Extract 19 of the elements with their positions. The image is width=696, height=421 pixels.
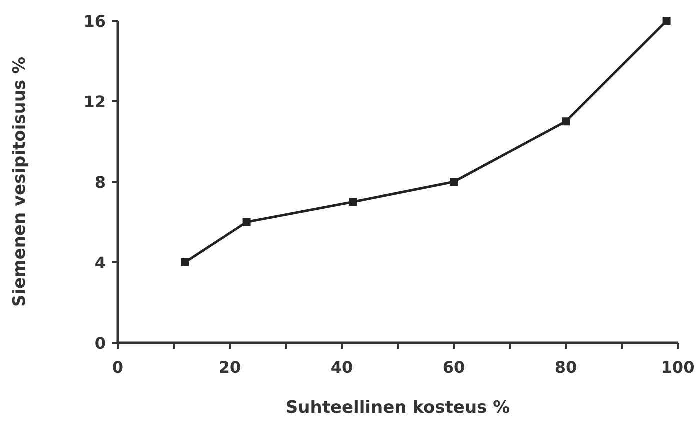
point [349, 198, 358, 206]
x-tick-label: 100 [661, 358, 695, 377]
y-tick-label: 4 [94, 254, 106, 272]
point [450, 178, 458, 186]
x-axis-title: Suhteellinen kosteus % [286, 398, 510, 418]
x-tick-label: 0 [112, 358, 124, 377]
point [562, 118, 570, 126]
point [242, 218, 251, 226]
x-tick-label: 80 [554, 358, 578, 377]
y-axis-title: Siemenen vesipitoisuus % [10, 56, 30, 308]
x-tick-label: 20 [218, 358, 242, 377]
point [662, 17, 671, 25]
point [181, 258, 190, 266]
y-tick-label: 12 [84, 92, 106, 112]
y-tick-label: 16 [84, 12, 106, 31]
y-tick-label: 0 [94, 334, 106, 353]
x-tick-label: 40 [330, 358, 354, 377]
y-tick-label: 8 [94, 173, 106, 192]
x-tick-label: 60 [442, 358, 466, 377]
